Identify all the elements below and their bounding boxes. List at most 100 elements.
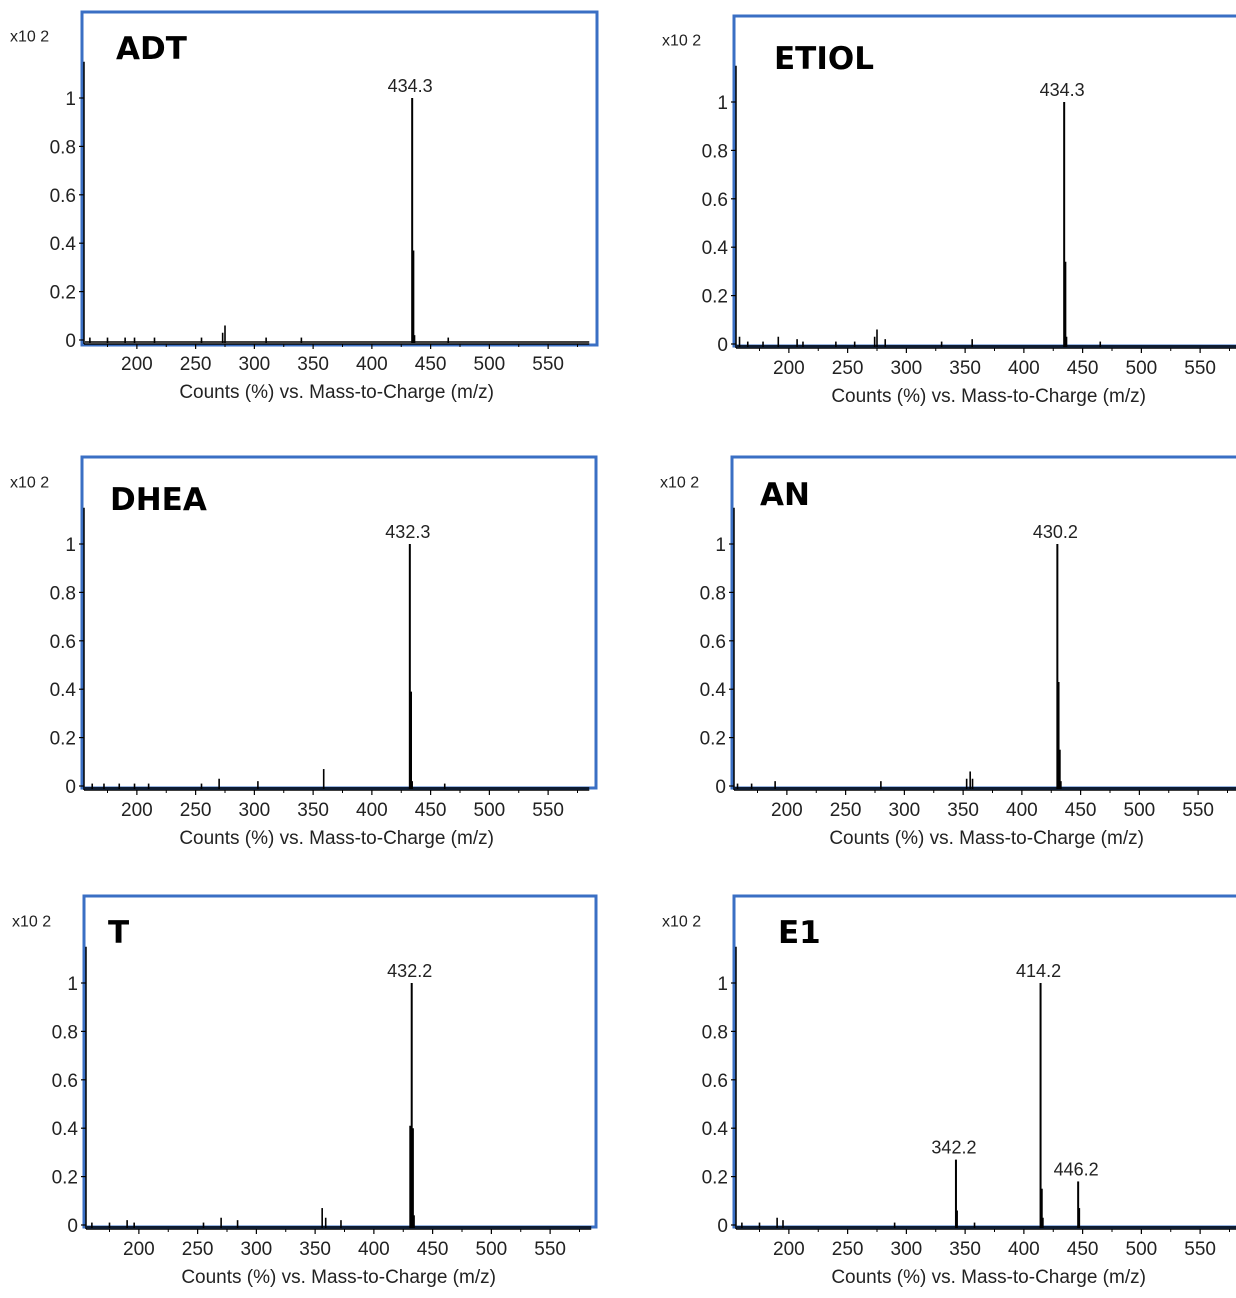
- panel-frame: [80, 10, 599, 347]
- y-tick-label: 0.6: [50, 186, 76, 207]
- y-tick-label: 0.2: [50, 283, 76, 304]
- x-tick-label: 350: [949, 1239, 981, 1260]
- x-tick-label: 400: [358, 1239, 390, 1260]
- x-tick-label: 400: [1008, 1239, 1040, 1260]
- x-tick-label: 550: [1184, 358, 1216, 379]
- y-tick-label: 0.4: [50, 234, 77, 255]
- spectrum-panel-adt: x10 2 0 0.2 0.4 0.6 0.8 1 200 250 300 350 400 450 500…: [10, 10, 599, 403]
- x-axis-label: Counts (%) vs. Mass-to-Charge (m/z): [831, 1267, 1146, 1288]
- x-tick-label: 200: [121, 354, 153, 375]
- y-tick-label: 0: [65, 331, 76, 352]
- y-tick-label: 1: [717, 93, 728, 114]
- y-tick-label: 0: [715, 777, 726, 798]
- y-scale-label: x10 2: [660, 475, 699, 492]
- x-tick-label: 550: [1182, 800, 1214, 821]
- y-tick-label: 0: [717, 335, 728, 356]
- y-tick-label: 0.2: [702, 287, 728, 308]
- y-tick-label: 1: [717, 974, 728, 995]
- y-tick-label: 0.4: [702, 238, 729, 259]
- peak-label: 342.2: [931, 1138, 976, 1158]
- x-tick-label: 350: [297, 354, 329, 375]
- x-tick-label: 500: [476, 1239, 508, 1260]
- y-scale-label: x10 2: [662, 914, 701, 931]
- spectrum-panel-dhea: x10 2 0 0.2 0.4 0.6 0.8 1 200 250 300 350 400 450 500…: [10, 455, 598, 849]
- y-tick-label: 1: [65, 89, 76, 110]
- x-tick-label: 450: [1065, 800, 1097, 821]
- x-tick-label: 250: [832, 358, 864, 379]
- y-scale-label: x10 2: [10, 475, 49, 492]
- x-tick-label: 250: [180, 800, 212, 821]
- y-tick-label: 0.8: [702, 1022, 728, 1043]
- x-tick-label: 500: [474, 800, 506, 821]
- y-tick-label: 0: [717, 1216, 728, 1237]
- x-tick-label: 500: [1126, 358, 1158, 379]
- y-tick-label: 0.2: [700, 729, 726, 750]
- y-tick-label: 0.6: [702, 1071, 728, 1092]
- panel-frame: [82, 894, 598, 1229]
- y-scale-label: x10 2: [662, 33, 701, 50]
- panel-title: ETIOL: [774, 41, 874, 77]
- y-tick-label: 1: [715, 535, 726, 556]
- y-tick-label: 0.4: [52, 1119, 79, 1140]
- x-tick-label: 300: [239, 800, 271, 821]
- x-tick-label: 500: [1126, 1239, 1158, 1260]
- x-tick-label: 450: [415, 354, 447, 375]
- x-axis-label: Counts (%) vs. Mass-to-Charge (m/z): [829, 828, 1144, 849]
- x-tick-label: 300: [889, 800, 921, 821]
- y-tick-label: 0: [67, 1216, 78, 1237]
- peak-label: 446.2: [1054, 1159, 1099, 1179]
- y-scale-label: x10 2: [10, 29, 49, 46]
- panel-title: E1: [778, 915, 821, 951]
- x-tick-label: 350: [949, 358, 981, 379]
- x-tick-label: 400: [356, 354, 388, 375]
- x-tick-label: 450: [1067, 1239, 1099, 1260]
- x-axis-label: Counts (%) vs. Mass-to-Charge (m/z): [831, 386, 1146, 407]
- peak-label: 414.2: [1016, 961, 1061, 981]
- peak-label: 432.2: [387, 961, 432, 981]
- x-tick-label: 550: [532, 354, 564, 375]
- x-tick-label: 400: [1006, 800, 1038, 821]
- x-tick-label: 450: [415, 800, 447, 821]
- x-tick-label: 450: [417, 1239, 449, 1260]
- x-tick-label: 350: [299, 1239, 331, 1260]
- y-tick-label: 0.2: [52, 1168, 78, 1189]
- x-tick-label: 400: [1008, 358, 1040, 379]
- spectrum-panel-t: x10 2 0 0.2 0.4 0.6 0.8 1 200 250 300 350 400 450 500…: [12, 894, 598, 1288]
- x-tick-label: 550: [1184, 1239, 1216, 1260]
- x-tick-label: 250: [832, 1239, 864, 1260]
- x-tick-label: 200: [121, 800, 153, 821]
- y-tick-label: 0.6: [702, 190, 728, 211]
- y-tick-label: 0.4: [702, 1119, 729, 1140]
- y-tick-label: 1: [65, 535, 76, 556]
- x-tick-label: 450: [1067, 358, 1099, 379]
- y-tick-label: 0: [65, 777, 76, 798]
- x-tick-label: 400: [356, 800, 388, 821]
- peak-label: 432.3: [385, 522, 430, 542]
- y-tick-label: 0.8: [702, 141, 728, 162]
- peak-label: 430.2: [1033, 522, 1078, 542]
- spectrum-panel-etiol: x10 2 0 0.2 0.4 0.6 0.8 1 200 250 300 350 400 450 500…: [662, 14, 1236, 407]
- spectrum-panel-an: x10 2 0 0.2 0.4 0.6 0.8 1 200 250 300 350 400 450 500…: [660, 455, 1236, 849]
- y-tick-label: 0.6: [50, 632, 76, 653]
- x-tick-label: 500: [474, 354, 506, 375]
- y-tick-label: 0.8: [50, 137, 76, 158]
- x-axis-label: Counts (%) vs. Mass-to-Charge (m/z): [179, 382, 494, 403]
- y-tick-label: 0.8: [700, 583, 726, 604]
- x-tick-label: 300: [239, 354, 271, 375]
- y-tick-label: 0.6: [52, 1071, 78, 1092]
- x-tick-label: 550: [534, 1239, 566, 1260]
- peak-label: 434.3: [388, 76, 433, 96]
- y-tick-label: 0.4: [700, 680, 727, 701]
- y-tick-label: 0.2: [50, 729, 76, 750]
- x-tick-label: 300: [241, 1239, 273, 1260]
- x-tick-label: 350: [297, 800, 329, 821]
- x-tick-label: 350: [947, 800, 979, 821]
- panel-title: T: [108, 915, 129, 951]
- x-tick-label: 300: [891, 358, 923, 379]
- x-tick-label: 250: [830, 800, 862, 821]
- x-tick-label: 200: [123, 1239, 155, 1260]
- panel-title: DHEA: [110, 482, 207, 518]
- panel-title: ADT: [116, 31, 187, 67]
- y-tick-label: 0.8: [52, 1022, 78, 1043]
